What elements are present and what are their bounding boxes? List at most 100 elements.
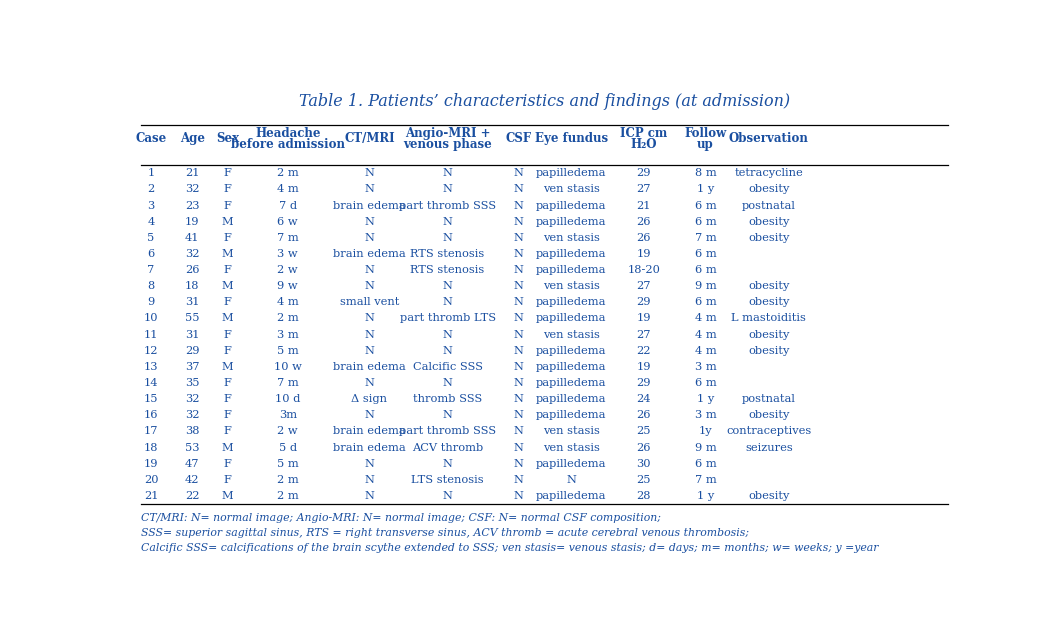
- Text: 25: 25: [637, 475, 651, 485]
- Text: 27: 27: [637, 330, 651, 340]
- Text: Angio-MRI +: Angio-MRI +: [405, 127, 490, 140]
- Text: N: N: [442, 281, 453, 291]
- Text: papilledema: papilledema: [536, 217, 606, 227]
- Text: N: N: [513, 314, 523, 323]
- Text: ven stasis: ven stasis: [543, 330, 600, 340]
- Text: F: F: [223, 475, 232, 485]
- Text: 27: 27: [637, 281, 651, 291]
- Text: 23: 23: [185, 201, 200, 211]
- Text: 8 m: 8 m: [694, 168, 716, 178]
- Text: 4 m: 4 m: [276, 297, 299, 307]
- Text: F: F: [223, 233, 232, 243]
- Text: 47: 47: [185, 458, 200, 469]
- Text: F: F: [223, 184, 232, 194]
- Text: papilledema: papilledema: [536, 491, 606, 501]
- Text: CSF: CSF: [505, 132, 532, 145]
- Text: F: F: [223, 330, 232, 340]
- Text: 29: 29: [637, 297, 651, 307]
- Text: M: M: [222, 249, 234, 259]
- Text: N: N: [513, 281, 523, 291]
- Text: N: N: [513, 201, 523, 211]
- Text: N: N: [442, 378, 453, 388]
- Text: F: F: [223, 297, 232, 307]
- Text: 19: 19: [637, 362, 651, 372]
- Text: papilledema: papilledema: [536, 201, 606, 211]
- Text: 15: 15: [144, 394, 158, 404]
- Text: RTS stenosis: RTS stenosis: [410, 265, 485, 275]
- Text: 3m: 3m: [279, 410, 297, 420]
- Text: 11: 11: [144, 330, 158, 340]
- Text: 3 m: 3 m: [694, 410, 716, 420]
- Text: before admission: before admission: [231, 138, 344, 150]
- Text: F: F: [223, 201, 232, 211]
- Text: 32: 32: [185, 394, 200, 404]
- Text: CT/MRI: CT/MRI: [344, 132, 394, 145]
- Text: 19: 19: [637, 249, 651, 259]
- Text: 19: 19: [185, 217, 200, 227]
- Text: 5: 5: [148, 233, 154, 243]
- Text: 19: 19: [637, 314, 651, 323]
- Text: 10 d: 10 d: [275, 394, 301, 404]
- Text: 31: 31: [185, 330, 200, 340]
- Text: N: N: [442, 184, 453, 194]
- Text: 6 m: 6 m: [694, 217, 716, 227]
- Text: SSS= superior sagittal sinus, RTS = right transverse sinus, ACV thromb = acute c: SSS= superior sagittal sinus, RTS = righ…: [141, 528, 749, 538]
- Text: N: N: [365, 410, 374, 420]
- Text: 26: 26: [637, 410, 651, 420]
- Text: 2 w: 2 w: [277, 265, 298, 275]
- Text: 55: 55: [185, 314, 200, 323]
- Text: 16: 16: [144, 410, 158, 420]
- Text: 6 m: 6 m: [694, 265, 716, 275]
- Text: 2 m: 2 m: [276, 314, 299, 323]
- Text: Δ sign: Δ sign: [351, 394, 387, 404]
- Text: N: N: [365, 491, 374, 501]
- Text: N: N: [365, 184, 374, 194]
- Text: part thromb LTS: part thromb LTS: [400, 314, 495, 323]
- Text: 21: 21: [185, 168, 200, 178]
- Text: papilledema: papilledema: [536, 168, 606, 178]
- Text: H₂O: H₂O: [630, 138, 657, 150]
- Text: 27: 27: [637, 184, 651, 194]
- Text: 28: 28: [637, 491, 651, 501]
- Text: N: N: [442, 297, 453, 307]
- Text: 3 w: 3 w: [277, 249, 298, 259]
- Text: 7: 7: [148, 265, 154, 275]
- Text: N: N: [442, 330, 453, 340]
- Text: 4 m: 4 m: [694, 345, 716, 356]
- Text: ven stasis: ven stasis: [543, 233, 600, 243]
- Text: N: N: [513, 410, 523, 420]
- Text: 8: 8: [148, 281, 154, 291]
- Text: 6 m: 6 m: [694, 249, 716, 259]
- Text: 7 m: 7 m: [276, 233, 299, 243]
- Text: N: N: [513, 330, 523, 340]
- Text: 2 w: 2 w: [277, 427, 298, 436]
- Text: M: M: [222, 443, 234, 453]
- Text: 19: 19: [144, 458, 158, 469]
- Text: 29: 29: [637, 168, 651, 178]
- Text: N: N: [442, 168, 453, 178]
- Text: ACV thromb: ACV thromb: [412, 443, 484, 453]
- Text: N: N: [365, 233, 374, 243]
- Text: seizures: seizures: [745, 443, 793, 453]
- Text: Age: Age: [180, 132, 205, 145]
- Text: N: N: [513, 458, 523, 469]
- Text: 1: 1: [148, 168, 154, 178]
- Text: M: M: [222, 217, 234, 227]
- Text: 38: 38: [185, 427, 200, 436]
- Text: 1 y: 1 y: [697, 394, 714, 404]
- Text: 6 m: 6 m: [694, 458, 716, 469]
- Text: 42: 42: [185, 475, 200, 485]
- Text: 5 d: 5 d: [279, 443, 297, 453]
- Text: N: N: [513, 168, 523, 178]
- Text: 4: 4: [148, 217, 154, 227]
- Text: obesity: obesity: [748, 330, 790, 340]
- Text: 9 m: 9 m: [694, 443, 716, 453]
- Text: 6 m: 6 m: [694, 201, 716, 211]
- Text: 3 m: 3 m: [276, 330, 299, 340]
- Text: 5 m: 5 m: [276, 458, 299, 469]
- Text: ven stasis: ven stasis: [543, 184, 600, 194]
- Text: N: N: [365, 217, 374, 227]
- Text: N: N: [365, 330, 374, 340]
- Text: 4 m: 4 m: [694, 330, 716, 340]
- Text: N: N: [513, 233, 523, 243]
